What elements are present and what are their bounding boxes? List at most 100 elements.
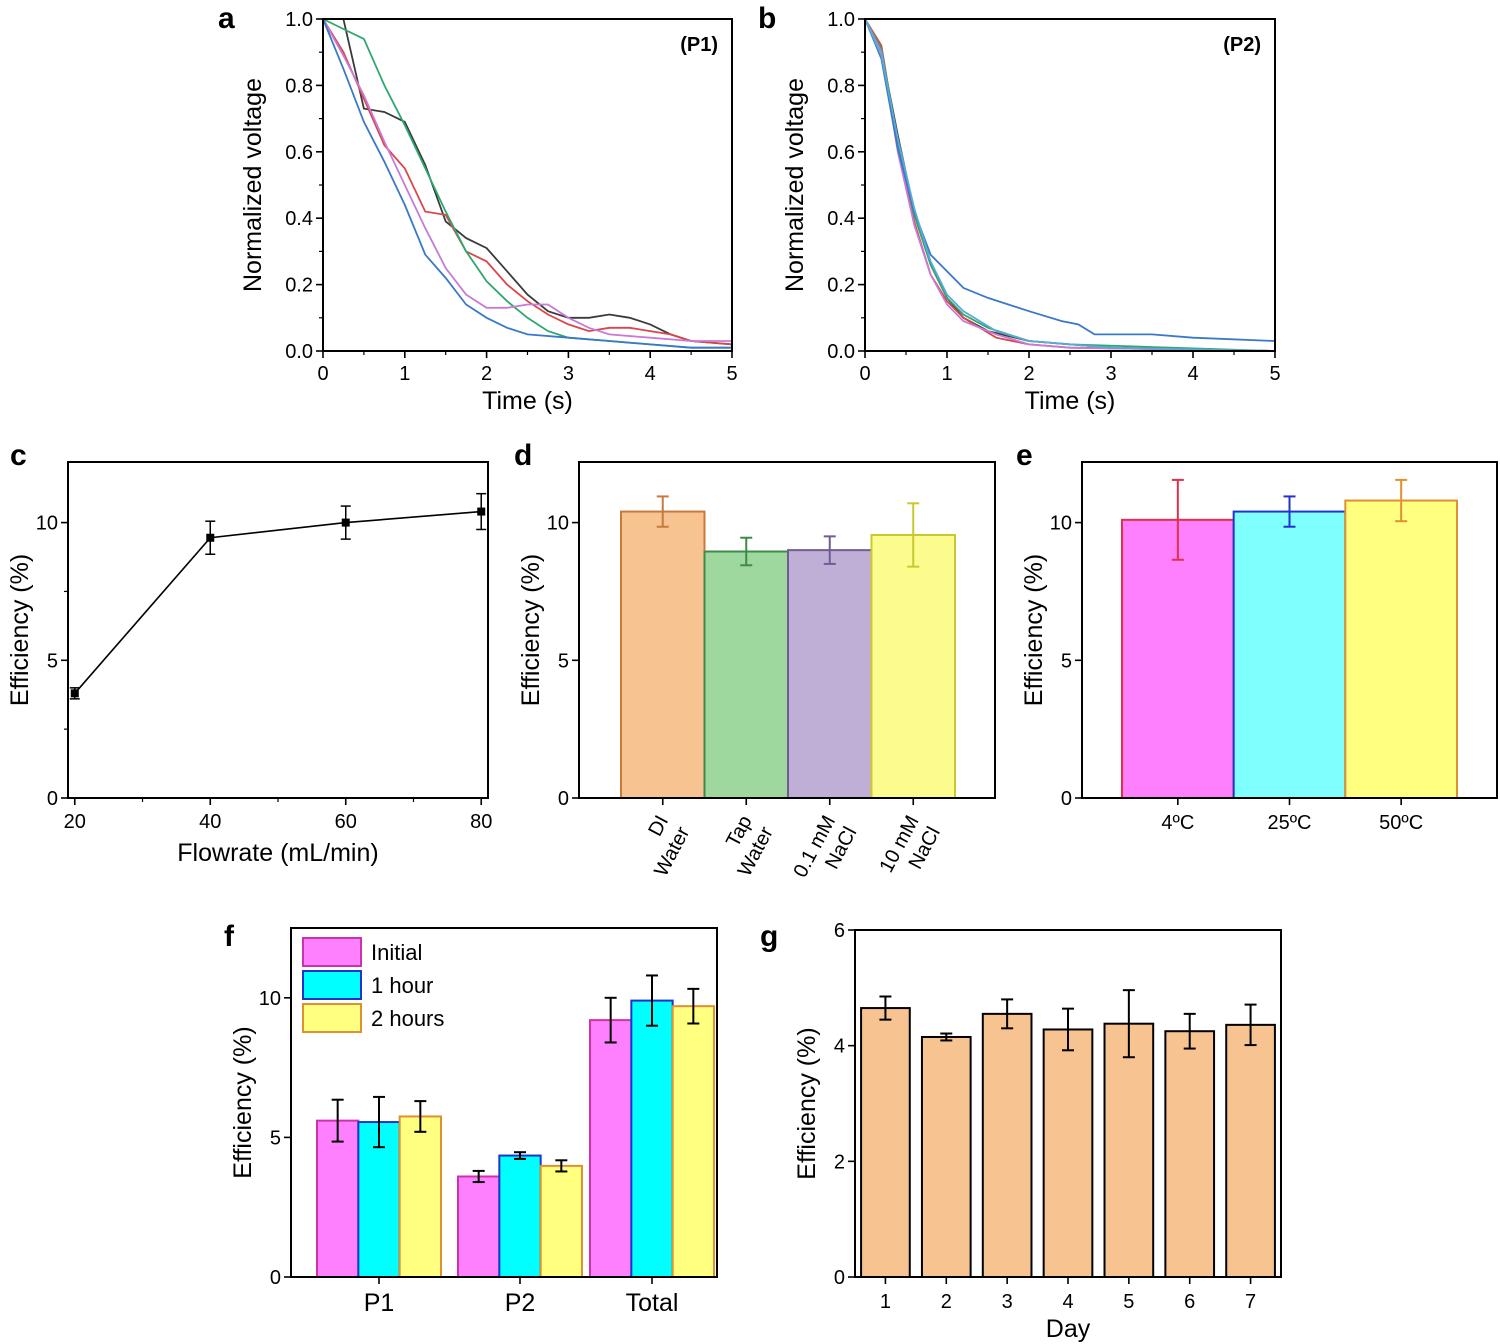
- panel-letter: e: [1016, 439, 1033, 472]
- x-tick-label: P2: [505, 1289, 536, 1317]
- bar-7: [1225, 1023, 1276, 1279]
- bar-1-hour: [498, 1154, 542, 1278]
- legend-swatch: [302, 1003, 362, 1033]
- bar-5: [1103, 1022, 1155, 1278]
- y-tick-label: 10: [547, 513, 569, 535]
- bar-2-hours: [539, 1164, 584, 1279]
- series-line-5: [864, 18, 1276, 342]
- x-axis-label: Time (s): [482, 387, 573, 415]
- x-tick-label: 2: [1023, 363, 1034, 385]
- bar-2: [703, 550, 789, 799]
- plot-frame-e: [1081, 461, 1498, 799]
- y-tick-label: 0.2: [827, 275, 855, 297]
- x-tick-label: 3: [1002, 1291, 1013, 1313]
- panel-a: a 0 1 2 3 4 5 0.0 0.2 0.4 0.6 0.8 1.0 Normalized volt…: [218, 2, 738, 415]
- y-tick-label: 0: [1061, 788, 1072, 810]
- x-tick-label: 1: [941, 363, 952, 385]
- panel-letter: c: [10, 439, 27, 472]
- y-tick-label: 0: [834, 1267, 845, 1289]
- x-tick-label: P1: [364, 1289, 395, 1317]
- data-point: [341, 518, 350, 527]
- bar-initial: [589, 1019, 633, 1278]
- x-tick-label: 4: [645, 363, 656, 385]
- bar-2: [1232, 510, 1347, 799]
- x-tick-label: 0: [317, 363, 328, 385]
- bar-4: [870, 533, 956, 799]
- y-tick-label: 0.2: [285, 275, 313, 297]
- bar-1: [620, 510, 706, 799]
- legend-swatch: [302, 970, 362, 1000]
- y-tick-label: 0.6: [827, 142, 855, 164]
- x-tick-label: 20: [64, 811, 86, 833]
- inset-label: (P1): [680, 34, 718, 56]
- x-tick-label: 25ºC: [1268, 812, 1312, 834]
- series-line: [74, 510, 482, 694]
- y-tick-label: 10: [36, 513, 58, 535]
- y-tick-label: 2: [834, 1151, 845, 1173]
- y-tick-label: 5: [47, 650, 58, 672]
- y-tick-label: 0: [47, 788, 58, 810]
- x-tick-label: Total: [626, 1289, 679, 1317]
- series-line-2: [864, 18, 1276, 352]
- series-line-1: [864, 18, 1276, 352]
- panel-letter: a: [218, 2, 235, 35]
- panel-letter: b: [758, 2, 776, 35]
- plot-frame-b: [864, 18, 1276, 352]
- plot-frame-f: [290, 927, 718, 1278]
- bar-2-hours: [398, 1115, 442, 1278]
- x-tick-label: 6: [1184, 1291, 1195, 1313]
- y-axis-label: Efficiency (%): [6, 554, 34, 706]
- y-tick-label: 0: [558, 788, 569, 810]
- y-axis-label: Efficiency (%): [229, 1026, 257, 1178]
- bar-1-hour: [630, 999, 674, 1278]
- y-tick-label: 5: [558, 650, 569, 672]
- bar-1: [860, 1007, 911, 1278]
- plot-frame-d: [578, 461, 996, 799]
- y-tick-label: 0.8: [285, 75, 313, 97]
- x-tick-label: 2: [941, 1291, 952, 1313]
- series-line-4: [864, 18, 1276, 352]
- x-tick-label: 80: [470, 811, 492, 833]
- y-axis-label: Normalized voltage: [781, 78, 809, 292]
- plot-frame-g: [854, 929, 1282, 1278]
- x-tick-label: 7: [1245, 1291, 1256, 1313]
- x-tick-label: 60: [335, 811, 357, 833]
- bar-6: [1164, 1030, 1216, 1279]
- series-line-5: [322, 18, 732, 349]
- y-tick-label: 6: [834, 920, 845, 942]
- inset-label: (P2): [1223, 34, 1261, 56]
- y-tick-label: 0.6: [285, 142, 313, 164]
- y-tick-label: 0.8: [827, 75, 855, 97]
- x-tick-label: 50ºC: [1379, 812, 1423, 834]
- y-tick-label: 5: [1061, 650, 1072, 672]
- y-tick-label: 10: [259, 988, 281, 1010]
- bar-3: [1344, 499, 1459, 799]
- legend-swatch: [302, 937, 362, 967]
- y-tick-label: 0: [270, 1267, 281, 1289]
- panel-letter: f: [224, 920, 235, 953]
- bar-initial: [316, 1119, 360, 1278]
- x-tick-label: 1: [399, 363, 410, 385]
- panel-letter: d: [514, 439, 532, 472]
- x-tick-label: 4: [1062, 1291, 1073, 1313]
- y-tick-label: 0.0: [285, 341, 313, 363]
- series-line-4: [322, 18, 732, 342]
- y-tick-label: 4: [834, 1036, 845, 1058]
- x-tick-label: 1: [880, 1291, 891, 1313]
- bar-3: [981, 1012, 1033, 1278]
- x-tick-label: 0: [859, 363, 870, 385]
- data-point: [70, 689, 79, 698]
- y-tick-label: 0.4: [285, 208, 313, 230]
- x-tick-label: 4: [1187, 363, 1198, 385]
- y-tick-label: 10: [1050, 513, 1072, 535]
- bar-4: [1042, 1028, 1094, 1279]
- x-tick-label: 5: [1269, 363, 1280, 385]
- data-point: [206, 533, 215, 542]
